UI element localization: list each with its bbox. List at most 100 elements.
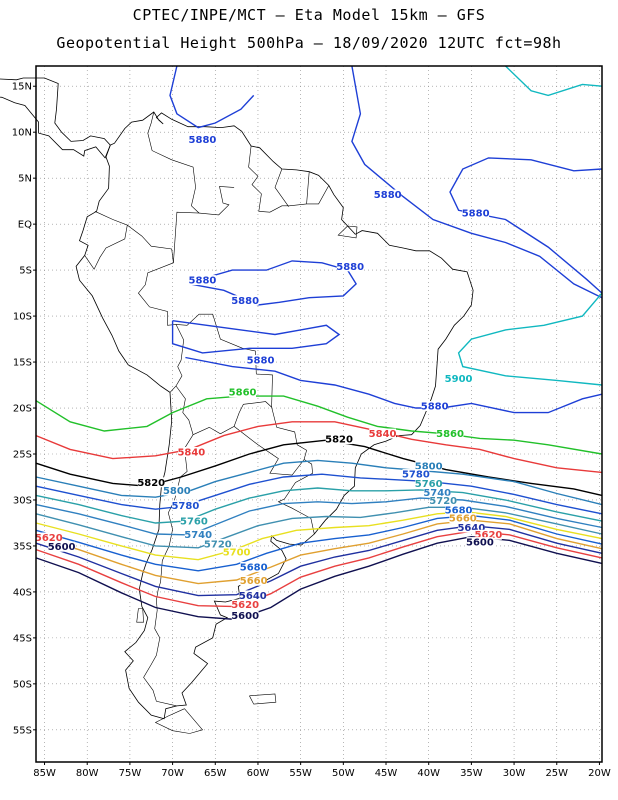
contour-label: 5720 bbox=[204, 539, 232, 550]
lat-tick-label: 30S bbox=[13, 495, 32, 506]
contour-label: 5600 bbox=[231, 611, 259, 622]
country-border bbox=[84, 211, 128, 270]
contour-label: 5760 bbox=[180, 516, 208, 527]
south-america-coastline bbox=[75, 111, 474, 720]
lat-tick-label: 10S bbox=[13, 312, 32, 323]
contour-label-background bbox=[475, 529, 502, 540]
lon-tick-label: 55W bbox=[289, 768, 312, 779]
country-border bbox=[175, 313, 273, 408]
contour-line-5880 bbox=[351, 65, 603, 299]
contour-label: 5800 bbox=[163, 486, 191, 497]
contour-label: 5740 bbox=[423, 488, 451, 499]
contour-line-5660 bbox=[35, 519, 603, 585]
contour-label: 5880 bbox=[247, 356, 275, 367]
contour-line-5600 bbox=[35, 535, 603, 621]
contour-label: 5620 bbox=[475, 530, 503, 541]
island-outline bbox=[136, 608, 144, 623]
contour-label-background bbox=[466, 537, 494, 548]
lat-tick-label: 50S bbox=[13, 679, 32, 690]
contour-line-5800 bbox=[35, 459, 603, 506]
axis-ticks: 15N 10N 5N EQ 5S 10S 15S 20S 25S 30S 35S 40S 45S 50S 5… bbox=[12, 82, 611, 779]
contour-label-background bbox=[231, 610, 259, 621]
contour-line-5700 bbox=[35, 511, 603, 561]
contour-label-background bbox=[171, 500, 199, 511]
lat-lon-grid bbox=[36, 66, 602, 762]
contour-label: 5740 bbox=[184, 530, 212, 541]
lat-tick-label: 45S bbox=[13, 633, 32, 644]
lat-tick-label: 55S bbox=[13, 725, 32, 736]
contour-label: 5620 bbox=[35, 533, 63, 544]
lon-tick-label: 40W bbox=[417, 768, 440, 779]
contour-line-5880 bbox=[171, 320, 341, 354]
contour-label: 5720 bbox=[429, 496, 457, 507]
island-outline bbox=[249, 693, 277, 705]
map-title: CPTEC/INPE/MCT – Eta Model 15km – GFS bbox=[132, 6, 486, 24]
height-contours bbox=[35, 65, 603, 621]
lat-tick-label: 25S bbox=[13, 449, 32, 460]
contour-label-background bbox=[231, 599, 259, 610]
contour-line-5760 bbox=[35, 487, 603, 524]
contour-line-5900 bbox=[457, 292, 603, 386]
contour-label-background bbox=[445, 504, 472, 515]
contour-label-background bbox=[163, 485, 191, 496]
contour-label-background bbox=[48, 541, 76, 552]
contour-label-background bbox=[462, 207, 490, 218]
lon-tick-label: 70W bbox=[161, 768, 184, 779]
lon-tick-label: 65W bbox=[204, 768, 227, 779]
contour-label-background bbox=[402, 469, 430, 480]
contour-label: 5880 bbox=[231, 296, 259, 307]
contour-label-background bbox=[35, 532, 63, 543]
contour-label-background bbox=[189, 134, 216, 145]
lat-tick-label: 5S bbox=[19, 266, 32, 277]
contour-labels: 5880 5880 5880 5880 5880 5880 5880 5900 5880 5860… bbox=[35, 134, 503, 622]
contour-label-background bbox=[325, 434, 353, 445]
contour-label-background bbox=[415, 460, 443, 471]
contour-line-5820 bbox=[35, 439, 603, 497]
lat-tick-label: 20S bbox=[13, 404, 32, 415]
contour-label-background bbox=[449, 513, 477, 524]
contour-line-5780 bbox=[35, 473, 603, 515]
lon-tick-label: 25W bbox=[545, 768, 568, 779]
contour-label-background bbox=[240, 561, 268, 572]
contour-label: 5880 bbox=[462, 208, 490, 219]
contour-line-5740 bbox=[35, 497, 603, 536]
lon-tick-label: 30W bbox=[503, 768, 526, 779]
country-border bbox=[199, 186, 235, 216]
lon-tick-label: 35W bbox=[460, 768, 483, 779]
contour-label: 5840 bbox=[369, 429, 397, 440]
contour-label-background bbox=[336, 261, 364, 272]
lon-tick-label: 50W bbox=[332, 768, 355, 779]
contour-label: 5780 bbox=[402, 470, 430, 481]
contour-label-background bbox=[457, 522, 485, 533]
central-america-coastline bbox=[0, 77, 111, 159]
country-border bbox=[143, 434, 194, 707]
contour-label-background bbox=[204, 538, 232, 549]
contour-label-background bbox=[429, 495, 457, 506]
contour-line-5880 bbox=[185, 356, 603, 414]
contour-label-background bbox=[247, 355, 274, 366]
contour-label: 5900 bbox=[445, 374, 473, 385]
lat-tick-label: 35S bbox=[13, 541, 32, 552]
country-border bbox=[277, 459, 315, 535]
lat-tick-label: 40S bbox=[13, 587, 32, 598]
lat-tick-label: 15N bbox=[12, 82, 32, 93]
country-border bbox=[127, 224, 174, 263]
lon-tick-label: 75W bbox=[119, 768, 142, 779]
map-subtitle: Geopotential Height 500hPa – 18/09/2020 … bbox=[56, 34, 562, 52]
country-border bbox=[274, 168, 289, 207]
contour-label: 5820 bbox=[137, 478, 165, 489]
contour-label: 5660 bbox=[240, 576, 268, 587]
contour-label: 5680 bbox=[445, 505, 473, 516]
contour-line-5840 bbox=[35, 421, 603, 474]
contour-label: 5640 bbox=[239, 591, 267, 602]
contour-label: 5760 bbox=[415, 479, 443, 490]
contour-label: 5860 bbox=[229, 388, 257, 399]
contour-label-background bbox=[231, 295, 259, 306]
island-outline bbox=[154, 708, 204, 734]
lat-tick-label: EQ bbox=[18, 220, 32, 231]
contour-label: 5640 bbox=[457, 523, 485, 534]
country-border bbox=[233, 407, 307, 476]
contour-label: 5840 bbox=[177, 447, 205, 458]
contour-label-background bbox=[229, 387, 256, 398]
contour-label: 5880 bbox=[189, 135, 217, 146]
